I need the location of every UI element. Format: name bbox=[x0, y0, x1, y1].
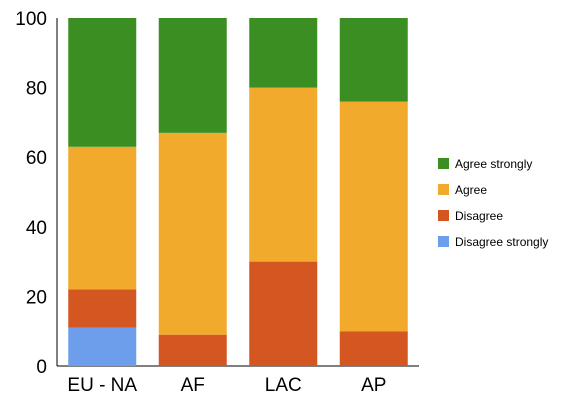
bar-segment-agree-strongly bbox=[68, 18, 137, 147]
bar-segment-disagree bbox=[249, 261, 318, 366]
y-tick-label: 80 bbox=[26, 79, 47, 100]
bar-segment-agree bbox=[339, 101, 408, 332]
y-tick-label: 40 bbox=[26, 218, 47, 239]
x-tick-label: AP bbox=[361, 375, 386, 394]
x-axis: EU - NA AF LAC AP bbox=[57, 365, 419, 394]
bar-segment-disagree-strongly bbox=[68, 327, 137, 366]
legend: Agree strongly Agree Disagree Disagree stro… bbox=[438, 157, 548, 249]
bar-segment-agree-strongly bbox=[339, 18, 408, 102]
bars bbox=[68, 18, 408, 366]
y-axis: 0 20 40 60 80 100 bbox=[15, 9, 58, 378]
bar-segment-disagree bbox=[339, 331, 408, 366]
legend-label: Disagree bbox=[455, 209, 503, 223]
x-tick-label: LAC bbox=[265, 375, 302, 394]
legend-label: Agree strongly bbox=[455, 157, 532, 171]
bar-segment-agree bbox=[249, 87, 318, 262]
x-tick-label: AF bbox=[181, 375, 205, 394]
legend-swatch bbox=[438, 236, 449, 247]
legend-swatch bbox=[438, 158, 449, 169]
x-tick-label: EU - NA bbox=[67, 375, 137, 394]
y-tick-label: 20 bbox=[26, 287, 47, 308]
bar-segment-agree-strongly bbox=[158, 18, 227, 133]
bar-segment-disagree bbox=[158, 334, 227, 366]
bar-segment-agree bbox=[68, 146, 137, 290]
legend-swatch bbox=[438, 210, 449, 221]
y-tick-label: 100 bbox=[15, 9, 47, 30]
y-tick-label: 60 bbox=[26, 148, 47, 169]
legend-label: Agree bbox=[455, 183, 487, 197]
legend-swatch bbox=[438, 184, 449, 195]
bar-segment-agree-strongly bbox=[249, 18, 318, 88]
legend-label: Disagree strongly bbox=[455, 235, 548, 249]
y-tick-label: 0 bbox=[36, 357, 47, 378]
bar-segment-agree bbox=[158, 132, 227, 335]
bar-segment-disagree bbox=[68, 289, 137, 328]
